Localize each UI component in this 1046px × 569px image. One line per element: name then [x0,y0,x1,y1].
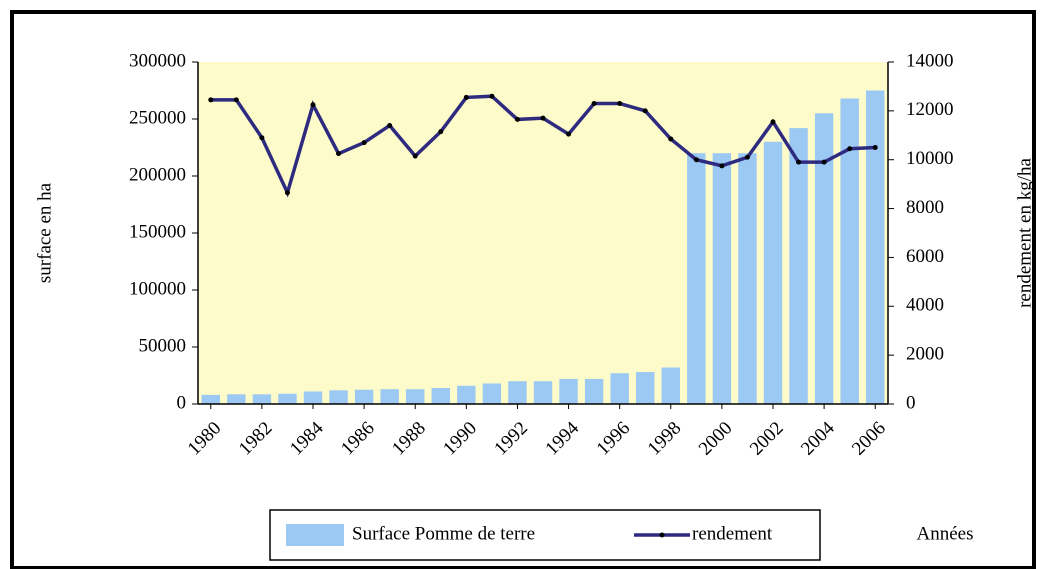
bar [636,372,655,404]
bar [866,90,885,404]
line-marker [591,101,597,107]
x-tick-label: 1980 [184,418,226,460]
x-tick-label: 1996 [593,418,635,460]
y2-tick-label: 10000 [906,148,954,169]
bar [789,128,808,404]
line-marker [387,123,393,129]
y-tick-label: 300000 [129,50,186,71]
y-axis-title: surface en ha [34,182,55,283]
bar [840,98,859,404]
bar [738,153,757,404]
bar [201,394,220,404]
x-tick-label: 1990 [439,418,481,460]
y-tick-label: 200000 [129,164,186,185]
x-tick-label: 1998 [644,418,686,460]
plot-area [198,62,888,404]
y2-tick-label: 2000 [906,344,944,365]
line-marker [566,131,572,137]
y-tick-label: 250000 [129,107,186,128]
bar [559,378,578,404]
bar [661,367,680,404]
y-tick-label: 100000 [129,278,186,299]
y2-tick-label: 8000 [906,197,944,218]
x-tick-label: 1992 [490,418,532,460]
line-marker [233,97,239,103]
y-tick-label: 50000 [139,335,187,356]
bar [508,381,527,404]
line-marker [514,116,520,122]
line-marker [540,115,546,121]
line-marker [693,157,699,163]
bar [406,389,425,404]
x-tick-label: 1984 [286,417,328,459]
bar [329,390,348,404]
y2-tick-label: 6000 [906,246,944,267]
x-tick-label: 2004 [797,417,839,459]
legend-swatch [286,524,344,546]
x-tick-label: 2002 [746,418,788,460]
y2-axis-title: rendement en kg/ha [1014,158,1035,308]
bar [610,373,629,404]
line-marker [796,159,802,165]
bar [278,393,297,404]
line-marker [821,159,827,165]
line-marker [489,93,495,99]
bar [482,383,502,404]
bar [584,378,604,404]
line-marker [847,146,853,152]
line-marker [284,190,290,196]
line-marker [463,94,469,100]
line-marker [642,108,648,114]
bar [712,153,732,404]
bar [763,141,783,405]
legend-box [269,509,821,561]
bar [252,394,272,404]
y-tick-label: 150000 [129,221,186,242]
x-tick-label: 1986 [337,418,379,460]
frame [10,10,1036,569]
y-tick-label: 0 [177,392,187,413]
line-marker [361,140,367,146]
line-marker [770,119,776,125]
line-marker [872,145,878,150]
x-tick-label: 1988 [388,418,430,460]
x-tick-label: 2000 [695,418,737,460]
line-marker [744,154,750,160]
y2-tick-label: 12000 [906,99,954,120]
bar [303,391,323,404]
line-marker [336,151,342,157]
bar [814,113,834,405]
bar [431,388,450,404]
legend-label: Surface Pomme de terre [352,523,535,544]
line-marker [310,102,316,108]
x-tick-label: 2006 [848,418,890,460]
line-marker [208,97,214,103]
bar [687,153,706,404]
bar [457,385,476,404]
line-marker [668,136,674,142]
legend-marker [659,532,665,538]
line-marker [617,101,623,107]
bar [354,389,374,404]
y2-tick-label: 14000 [906,50,954,71]
bar [533,381,553,404]
line-marker [259,135,265,141]
line-marker [438,129,444,135]
x-tick-label: 1982 [235,418,277,460]
y2-tick-label: 0 [906,392,916,413]
x-axis-title: Années [917,523,974,544]
bar [227,394,246,404]
x-tick-label: 1994 [541,417,583,459]
legend-label: rendement [692,523,773,544]
line-marker [719,163,725,169]
bar [380,389,399,404]
line-marker [412,153,418,159]
y2-tick-label: 4000 [906,295,944,316]
